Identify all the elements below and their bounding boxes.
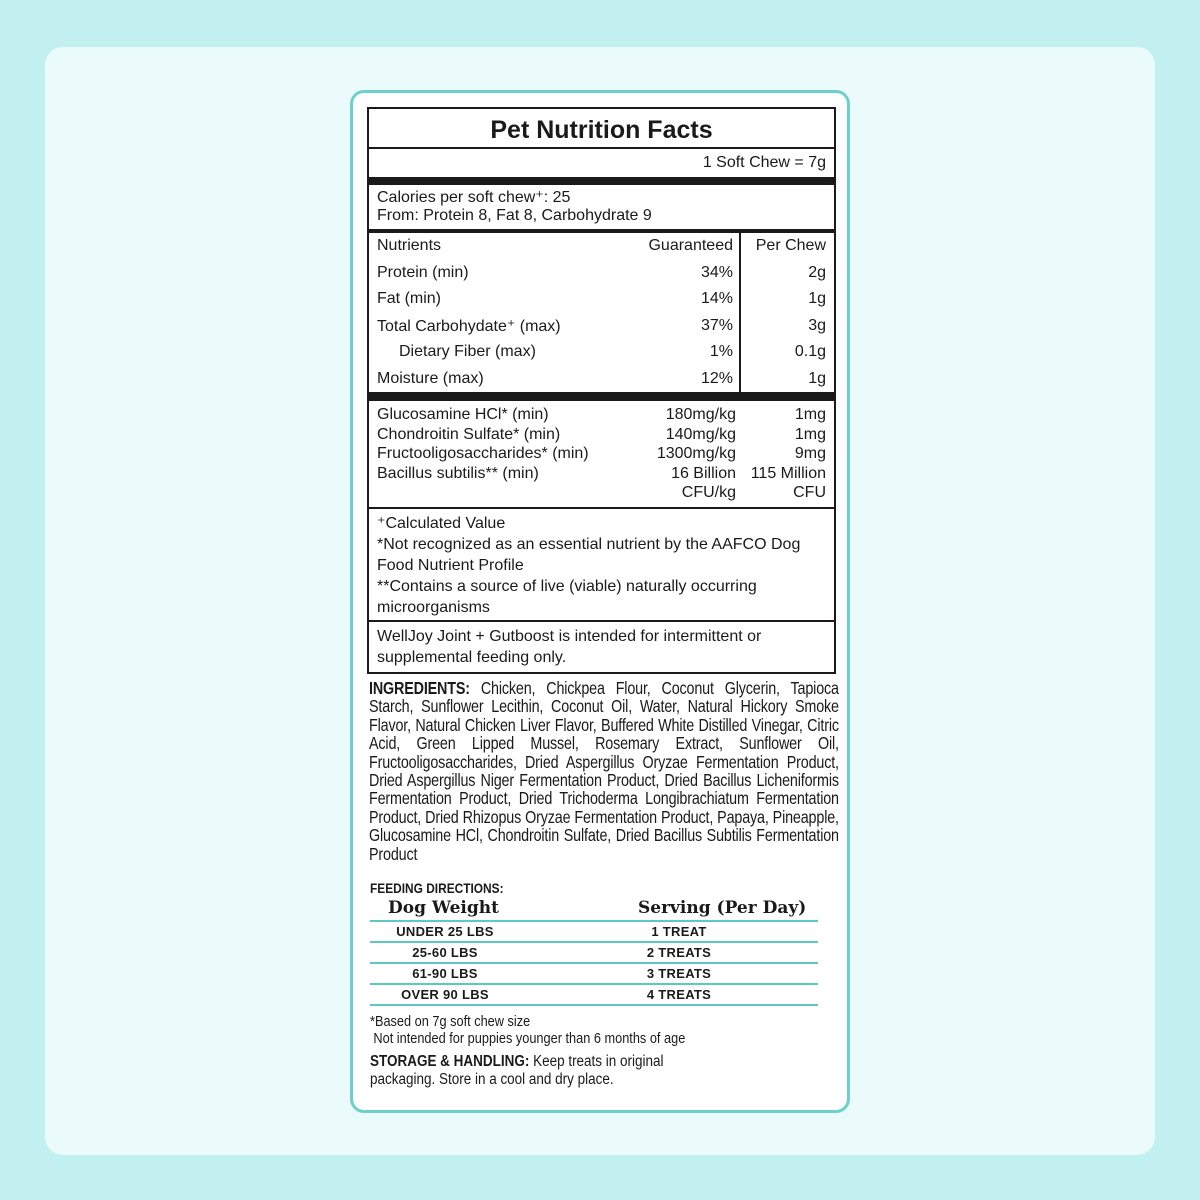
serving: 2 TREATS xyxy=(646,945,712,960)
nutrients-table: Nutrients Guaranteed Per Chew Protein (min… xyxy=(369,233,834,401)
supplement-guaranteed: 1300mg/kg xyxy=(656,445,736,462)
weight: 61-90 LBS xyxy=(412,966,478,981)
feeding-table: Dog Weight Serving (Per Day) UNDER 25 LBS… xyxy=(370,898,818,1006)
table-header: Nutrients Guaranteed Per Chew xyxy=(369,233,834,260)
weight: UNDER 25 LBS xyxy=(396,924,494,939)
supplement-per-chew: 115 Million CFU xyxy=(750,464,826,502)
table-row: UNDER 25 LBS 1 TREAT xyxy=(370,922,818,943)
table-row: Fat (min) 14% 1g xyxy=(369,286,834,313)
feeding-notes: *Based on 7g soft chew size Not intended… xyxy=(370,1013,685,1047)
supplement-per-chew: 1mg xyxy=(794,406,826,423)
footnotes: ⁺Calculated Value *Not recognized as an … xyxy=(369,509,834,622)
footnote: ⁺Calculated Value xyxy=(377,515,506,532)
table-row: Dietary Fiber (max) 1% 0.1g xyxy=(369,339,834,366)
nutrition-facts-box: Pet Nutrition Facts 1 Soft Chew = 7g Cal… xyxy=(367,107,836,674)
footnote: *Not recognized as an essential nutrient… xyxy=(377,536,801,574)
per-chew-value: 0.1g xyxy=(794,343,826,361)
nutrient-name: Moisture (max) xyxy=(377,369,484,387)
per-chew-value: 1g xyxy=(808,369,826,387)
supplement-guaranteed: 140mg/kg xyxy=(665,425,736,443)
nutrition-label-card: Pet Nutrition Facts 1 Soft Chew = 7g Cal… xyxy=(350,90,850,1113)
calories-section: Calories per soft chew⁺: 25 From: Protei… xyxy=(369,185,834,233)
nutrient-name: Protein (min) xyxy=(377,263,469,281)
table-row: Total Carbohydate⁺ (max) 37% 3g xyxy=(369,312,834,339)
guaranteed-value: 37% xyxy=(630,312,741,339)
supplement-name: Chondroitin Sulfate* (min) xyxy=(377,425,561,443)
table-row: 61-90 LBS 3 TREATS xyxy=(370,964,818,985)
feeding-header: Dog Weight Serving (Per Day) xyxy=(370,898,818,922)
header-per-chew: Per Chew xyxy=(755,237,826,255)
table-row: Fructooligosaccharides* (min) 1300mg/kg 9m… xyxy=(377,444,826,464)
header-guaranteed: Guaranteed xyxy=(630,233,741,260)
calories-line: Calories per soft chew⁺: 25 xyxy=(377,189,571,206)
serving: 1 TREAT xyxy=(651,924,707,939)
feeding-note: WellJoy Joint + Gutboost is intended for… xyxy=(377,628,762,666)
per-chew-value: 2g xyxy=(808,263,826,281)
feeding-note-line: Not intended for puppies younger than 6 … xyxy=(373,1030,686,1047)
ingredients: INGREDIENTS: Chicken, Chickpea Flour, Co… xyxy=(369,679,839,863)
guaranteed-value: 34% xyxy=(630,259,741,286)
label-title: Pet Nutrition Facts xyxy=(369,109,834,149)
guaranteed-value: 14% xyxy=(630,286,741,313)
feeding-directions-label: FEEDING DIRECTIONS: xyxy=(370,880,504,896)
table-row: Glucosamine HCl* (min) 180mg/kg 1mg xyxy=(377,405,826,425)
table-row: OVER 90 LBS 4 TREATS xyxy=(370,985,818,1006)
supplement-name: Fructooligosaccharides* (min) xyxy=(377,445,589,462)
table-row: Moisture (max) 12% 1g xyxy=(369,365,834,392)
weight: OVER 90 LBS xyxy=(401,987,489,1002)
storage-text: Keep treats in original packaging. Store… xyxy=(370,1053,664,1088)
weight: 25-60 LBS xyxy=(412,945,478,960)
storage-label: STORAGE & HANDLING: xyxy=(370,1053,530,1070)
calories-from-line: From: Protein 8, Fat 8, Carbohydrate 9 xyxy=(377,207,652,224)
serving: 4 TREATS xyxy=(646,987,712,1002)
ingredients-text: Chicken, Chickpea Flour, Coconut Glyceri… xyxy=(369,678,839,864)
nutrient-name: Fat (min) xyxy=(377,290,441,308)
supplement-per-chew: 1mg xyxy=(794,425,826,443)
footnote: **Contains a source of live (viable) nat… xyxy=(377,578,757,616)
header-dog-weight: Dog Weight xyxy=(388,898,499,918)
feeding-note-line: *Based on 7g soft chew size xyxy=(370,1013,531,1030)
table-row: 25-60 LBS 2 TREATS xyxy=(370,943,818,964)
table-row: Protein (min) 34% 2g xyxy=(369,259,834,286)
supplements-section: Glucosamine HCl* (min) 180mg/kg 1mg Chondr… xyxy=(369,401,834,509)
supplement-name: Bacillus subtilis** (min) xyxy=(377,464,539,482)
storage-handling: STORAGE & HANDLING: Keep treats in origi… xyxy=(370,1053,701,1089)
per-chew-value: 3g xyxy=(808,316,826,334)
header-nutrients: Nutrients xyxy=(377,237,442,255)
supplement-guaranteed: 180mg/kg xyxy=(665,406,736,423)
per-chew-value: 1g xyxy=(808,290,826,308)
header-serving: Serving (Per Day) xyxy=(638,898,807,918)
table-row: Bacillus subtilis** (min) 16 Billion CFU/… xyxy=(377,464,826,503)
supplement-guaranteed: 16 Billion CFU/kg xyxy=(671,464,736,502)
ingredients-label: INGREDIENTS: xyxy=(369,678,470,698)
supplement-name: Glucosamine HCl* (min) xyxy=(377,406,549,423)
nutrient-name: Dietary Fiber (max) xyxy=(399,343,536,361)
nutrient-name: Total Carbohydate⁺ (max) xyxy=(377,317,561,335)
guaranteed-value: 12% xyxy=(630,365,741,392)
guaranteed-value: 1% xyxy=(630,339,741,366)
table-row: Chondroitin Sulfate* (min) 140mg/kg 1mg xyxy=(377,425,826,445)
serving-size: 1 Soft Chew = 7g xyxy=(369,149,834,185)
serving: 3 TREATS xyxy=(646,966,712,981)
supplement-per-chew: 9mg xyxy=(794,445,826,462)
